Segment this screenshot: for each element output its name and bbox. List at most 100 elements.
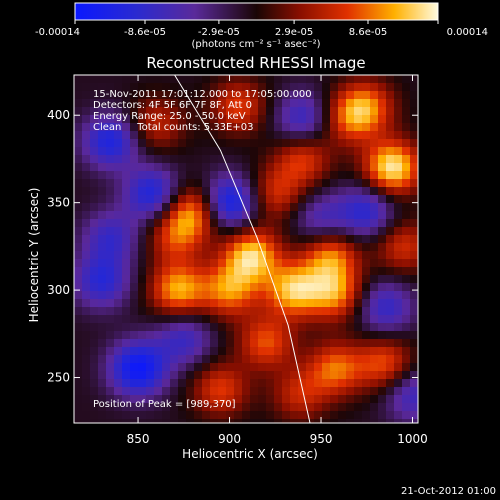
- heatmap-cell: [314, 243, 322, 251]
- heatmap-cell: [234, 259, 242, 267]
- heatmap-cell: [322, 331, 330, 339]
- heatmap-cell: [154, 307, 162, 315]
- heatmap-cell: [410, 347, 418, 355]
- heatmap-cell: [362, 315, 370, 323]
- heatmap-cell: [378, 403, 386, 411]
- heatmap-cell: [114, 179, 122, 187]
- heatmap-cell: [290, 411, 298, 419]
- heatmap-cell: [346, 331, 354, 339]
- heatmap-cell: [314, 195, 322, 203]
- heatmap-cell: [354, 395, 362, 403]
- heatmap-cell: [146, 403, 154, 411]
- heatmap-cell: [314, 235, 322, 243]
- heatmap-cell: [266, 387, 274, 395]
- x-tick-label: 850: [127, 432, 150, 446]
- heatmap-cell: [154, 251, 162, 259]
- heatmap-cell: [170, 171, 178, 179]
- heatmap-cell: [370, 147, 378, 155]
- heatmap-cell: [410, 147, 418, 155]
- heatmap-cell: [274, 147, 282, 155]
- heatmap-cell: [370, 347, 378, 355]
- heatmap-cell: [218, 195, 226, 203]
- heatmap-cell: [90, 171, 98, 179]
- heatmap-cell: [90, 227, 98, 235]
- heatmap-cell: [122, 243, 130, 251]
- heatmap-cell: [106, 219, 114, 227]
- heatmap-cell: [170, 299, 178, 307]
- heatmap-cell: [106, 387, 114, 395]
- heatmap-cell: [186, 99, 194, 107]
- heatmap-cell: [234, 123, 242, 131]
- heatmap-cell: [90, 75, 98, 83]
- heatmap-cell: [210, 163, 218, 171]
- heatmap-cell: [330, 139, 338, 147]
- heatmap-cell: [402, 299, 410, 307]
- heatmap-cell: [402, 163, 410, 171]
- heatmap-cell: [138, 251, 146, 259]
- heatmap-cell: [154, 395, 162, 403]
- heatmap-cell: [194, 299, 202, 307]
- heatmap-cell: [362, 299, 370, 307]
- heatmap-cell: [242, 307, 250, 315]
- heatmap-cell: [386, 331, 394, 339]
- solar-limb-line: [174, 75, 311, 423]
- heatmap-cell: [322, 179, 330, 187]
- heatmap-cell: [394, 267, 402, 275]
- heatmap-cell: [370, 227, 378, 235]
- heatmap-cell: [210, 235, 218, 243]
- heatmap-cell: [146, 155, 154, 163]
- heatmap-cell: [242, 123, 250, 131]
- heatmap-cell: [234, 363, 242, 371]
- heatmap-cell: [250, 411, 258, 419]
- heatmap-cell: [322, 219, 330, 227]
- heatmap-cell: [162, 83, 170, 91]
- heatmap-cell: [330, 299, 338, 307]
- heatmap-cell: [354, 283, 362, 291]
- heatmap-cell: [194, 171, 202, 179]
- heatmap-cell: [330, 203, 338, 211]
- heatmap-cell: [146, 395, 154, 403]
- heatmap-cell: [306, 355, 314, 363]
- heatmap-cell: [378, 179, 386, 187]
- heatmap-cell: [290, 195, 298, 203]
- heatmap-cell: [130, 315, 138, 323]
- heatmap-cell: [122, 395, 130, 403]
- heatmap-cell: [314, 147, 322, 155]
- heatmap-cell: [338, 323, 346, 331]
- heatmap-cell: [322, 291, 330, 299]
- heatmap-cell: [186, 219, 194, 227]
- heatmap-cell: [106, 195, 114, 203]
- heatmap-cell: [330, 91, 338, 99]
- heatmap-cell: [186, 411, 194, 419]
- heatmap-cell: [186, 363, 194, 371]
- heatmap-cell: [330, 371, 338, 379]
- heatmap-cell: [138, 259, 146, 267]
- heatmap-cell: [306, 275, 314, 283]
- heatmap-cell: [242, 323, 250, 331]
- heatmap-cell: [74, 275, 82, 283]
- heatmap-cell: [170, 267, 178, 275]
- heatmap-cell: [298, 115, 306, 123]
- heatmap-cell: [322, 403, 330, 411]
- heatmap-cell: [394, 419, 402, 423]
- heatmap-cell: [218, 179, 226, 187]
- heatmap-cell: [130, 99, 138, 107]
- heatmap-cell: [322, 107, 330, 115]
- heatmap-cell: [74, 203, 82, 211]
- heatmap-cell: [194, 339, 202, 347]
- heatmap-cell: [162, 187, 170, 195]
- heatmap-cell: [314, 99, 322, 107]
- heatmap-cell: [298, 163, 306, 171]
- heatmap-cell: [298, 387, 306, 395]
- heatmap-cell: [242, 411, 250, 419]
- heatmap-cell: [298, 99, 306, 107]
- heatmap-cell: [114, 291, 122, 299]
- heatmap-cell: [282, 363, 290, 371]
- heatmap-cell: [146, 75, 154, 83]
- heatmap-cell: [290, 395, 298, 403]
- heatmap-cell: [138, 187, 146, 195]
- heatmap-cell: [314, 179, 322, 187]
- heatmap-cell: [170, 403, 178, 411]
- info-total-counts: Clean Total counts: 5.33E+03: [93, 122, 253, 133]
- heatmap-cell: [378, 315, 386, 323]
